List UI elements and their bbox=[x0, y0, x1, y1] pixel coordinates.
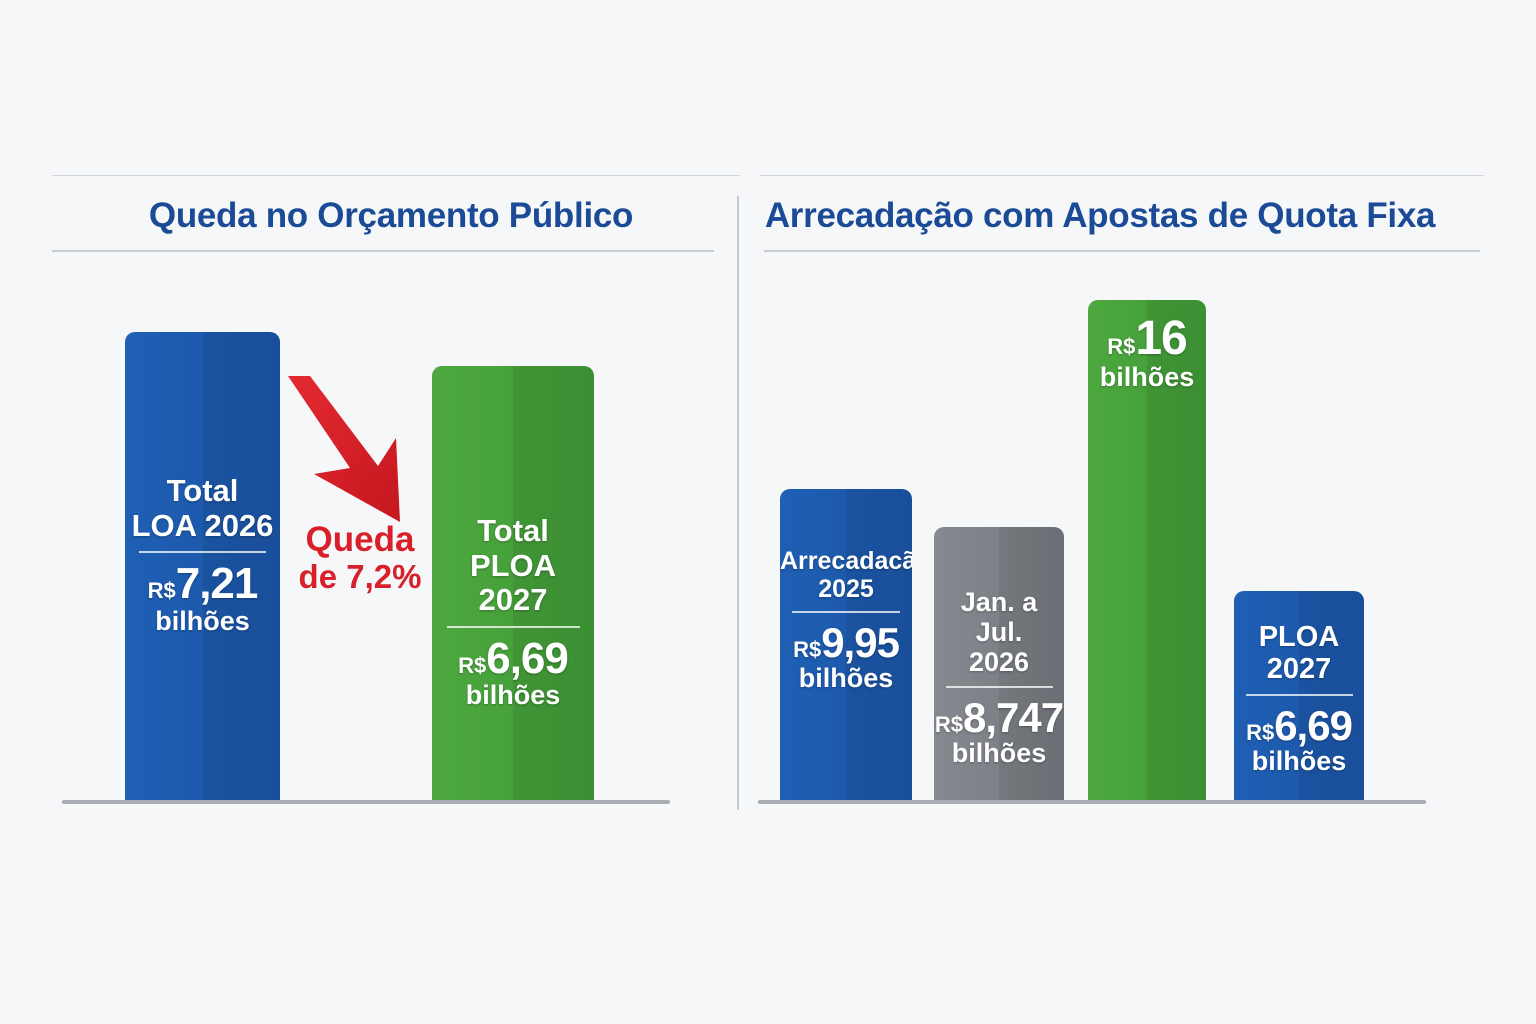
left-title-rule bbox=[52, 250, 714, 252]
bar-category-line2: 2027 bbox=[1266, 653, 1332, 686]
bar-label-group: Total LOA 2026 R$7,21 bilhões bbox=[125, 473, 280, 636]
bar-value-label: R$9,95 bbox=[780, 619, 912, 666]
right-title-rule bbox=[764, 250, 1480, 252]
currency-symbol: R$ bbox=[1107, 334, 1136, 359]
bar-category-line1: Total bbox=[477, 513, 549, 548]
bar-label-group: R$16 bilhões bbox=[1088, 312, 1206, 393]
drop-percentage-label: Queda de 7,2% bbox=[290, 520, 430, 596]
bar-category-line2: 2025 bbox=[818, 575, 874, 603]
bar-value-number: 7,21 bbox=[175, 559, 259, 609]
bar-separator bbox=[792, 611, 900, 613]
bar-value-number: 9,95 bbox=[821, 619, 900, 666]
bar-value-unit: bilhões bbox=[1251, 746, 1347, 777]
bar-value-unit: bilhões bbox=[465, 680, 561, 711]
bar-value-number: 8,747 bbox=[963, 693, 1064, 741]
bar-category-line1: PLOA bbox=[1258, 621, 1340, 653]
left-top-rule bbox=[52, 175, 740, 176]
bar-value-number: 16 bbox=[1135, 312, 1187, 365]
bar-value-label: R$7,21 bbox=[125, 561, 280, 607]
bar-value-number: 6,69 bbox=[486, 634, 569, 684]
bar-category-line2: LOA 2026 bbox=[131, 507, 274, 543]
currency-symbol: R$ bbox=[934, 711, 963, 737]
bar-separator bbox=[446, 626, 580, 629]
bar-category-line1: Total bbox=[166, 473, 239, 508]
currency-symbol: R$ bbox=[793, 637, 822, 662]
bar-separator bbox=[139, 551, 266, 554]
bar-category-line1: Jan. a Jul. bbox=[960, 587, 1038, 648]
bar-value-unit: bilhões bbox=[1099, 362, 1195, 393]
bar-category-line2: PLOA 2027 bbox=[469, 547, 557, 618]
bar-label-group: Total PLOA 2027 R$6,69 bilhões bbox=[432, 513, 594, 711]
left-chart-title: Queda no Orçamento Público bbox=[148, 196, 634, 235]
bar-separator bbox=[1245, 693, 1353, 696]
bar-value-label: R$6,69 bbox=[1234, 701, 1364, 749]
bar-1-2: R$16 bilhões bbox=[1088, 300, 1206, 800]
bar-label-group: PLOA 2027 R$6,69 bilhões bbox=[1234, 621, 1364, 775]
bar-0-1: Total PLOA 2027 R$6,69 bilhões bbox=[432, 366, 594, 800]
currency-symbol: R$ bbox=[1246, 719, 1275, 745]
currency-symbol: R$ bbox=[147, 578, 176, 604]
bar-value-label: R$16 bbox=[1088, 312, 1206, 365]
currency-symbol: R$ bbox=[458, 653, 487, 679]
right-top-rule bbox=[760, 175, 1484, 176]
bar-value-label: R$6,69 bbox=[432, 636, 594, 682]
left-chart-baseline bbox=[62, 800, 670, 804]
drop-label-line1: Queda bbox=[305, 520, 415, 559]
right-chart-baseline bbox=[758, 800, 1426, 804]
drop-label-line2: de 7,2% bbox=[298, 558, 422, 596]
bar-category-line2: 2026 bbox=[968, 647, 1030, 678]
right-chart-title: Arrecadação com Apostas de Quota Fixa bbox=[764, 196, 1436, 235]
bar-separator bbox=[945, 685, 1053, 688]
bar-0-0: Total LOA 2026 R$7,21 bilhões bbox=[125, 332, 280, 800]
bar-value-label: R$8,747 bbox=[934, 693, 1064, 741]
bar-value-number: 6,69 bbox=[1274, 701, 1353, 749]
bar-value-unit: bilhões bbox=[155, 605, 250, 636]
bar-value-unit: bilhões bbox=[798, 663, 894, 694]
bar-value-unit: bilhões bbox=[951, 737, 1047, 768]
drop-arrow-icon bbox=[288, 376, 400, 522]
panel-divider bbox=[737, 196, 739, 810]
bar-category-line1: Arrecadacão bbox=[780, 547, 912, 575]
bar-1-3: PLOA 2027 R$6,69 bilhões bbox=[1234, 591, 1364, 800]
bar-1-1: Jan. a Jul. 2026 R$8,747 bilhões bbox=[934, 527, 1064, 800]
bar-label-group: Jan. a Jul. 2026 R$8,747 bilhões bbox=[934, 587, 1064, 767]
